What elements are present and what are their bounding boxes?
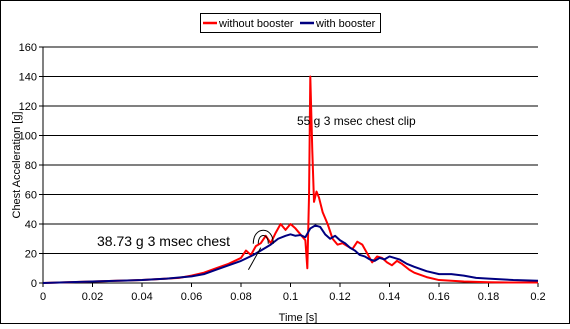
series-layer (42, 75, 539, 284)
x-tick-label: 0 (40, 291, 46, 303)
x-tick-label: 0.2 (530, 291, 545, 303)
legend-label-without-booster: without booster (218, 18, 294, 30)
legend: without booster with booster (200, 13, 381, 33)
y-axis-ticks: 0 20 40 60 80 100 120 140 160 (19, 42, 43, 290)
plot-area: 0 0.02 0.04 0.06 0.08 0.1 0.12 0.14 0.16 0.18 0.2 … (19, 42, 546, 303)
annotation-pointer (247, 247, 262, 270)
y-tick-label: 100 (19, 131, 37, 143)
y-tick-label: 80 (25, 160, 37, 172)
annotation-chest-clip: 55 g 3 msec chest clip (297, 114, 416, 128)
y-tick-label: 40 (25, 219, 37, 231)
y-tick-label: 20 (25, 249, 37, 261)
annotation-chest: 38.73 g 3 msec chest (97, 233, 230, 249)
x-axis-ticks: 0 0.02 0.04 0.06 0.08 0.1 0.12 0.14 0.16 0.18 0.2 (40, 283, 546, 303)
x-tick-label: 0.04 (131, 291, 152, 303)
x-tick-label: 0.06 (181, 291, 202, 303)
y-axis-title: Chest Acceleration [g] (11, 111, 23, 218)
x-tick-label: 0.08 (230, 291, 251, 303)
x-tick-label: 0.16 (428, 291, 449, 303)
y-tick-label: 120 (19, 101, 37, 113)
y-tick-label: 140 (19, 72, 37, 84)
annotation-marks (247, 229, 274, 270)
x-tick-label: 0.02 (82, 291, 103, 303)
x-axis-title: Time [s] (279, 312, 318, 324)
y-tick-label: 60 (25, 190, 37, 202)
annotation-bracket (252, 229, 274, 244)
series-line-without-booster (42, 75, 538, 284)
x-tick-label: 0.12 (329, 291, 350, 303)
y-tick-label: 160 (19, 42, 37, 54)
gridlines (43, 46, 538, 254)
y-tick-label: 0 (31, 278, 37, 290)
legend-label-with-booster: with booster (315, 18, 376, 30)
legend-box (200, 13, 381, 33)
x-tick-label: 0.14 (379, 291, 400, 303)
x-tick-label: 0.18 (478, 291, 499, 303)
x-tick-label: 0.1 (283, 291, 298, 303)
series-line-with-booster (42, 224, 539, 284)
